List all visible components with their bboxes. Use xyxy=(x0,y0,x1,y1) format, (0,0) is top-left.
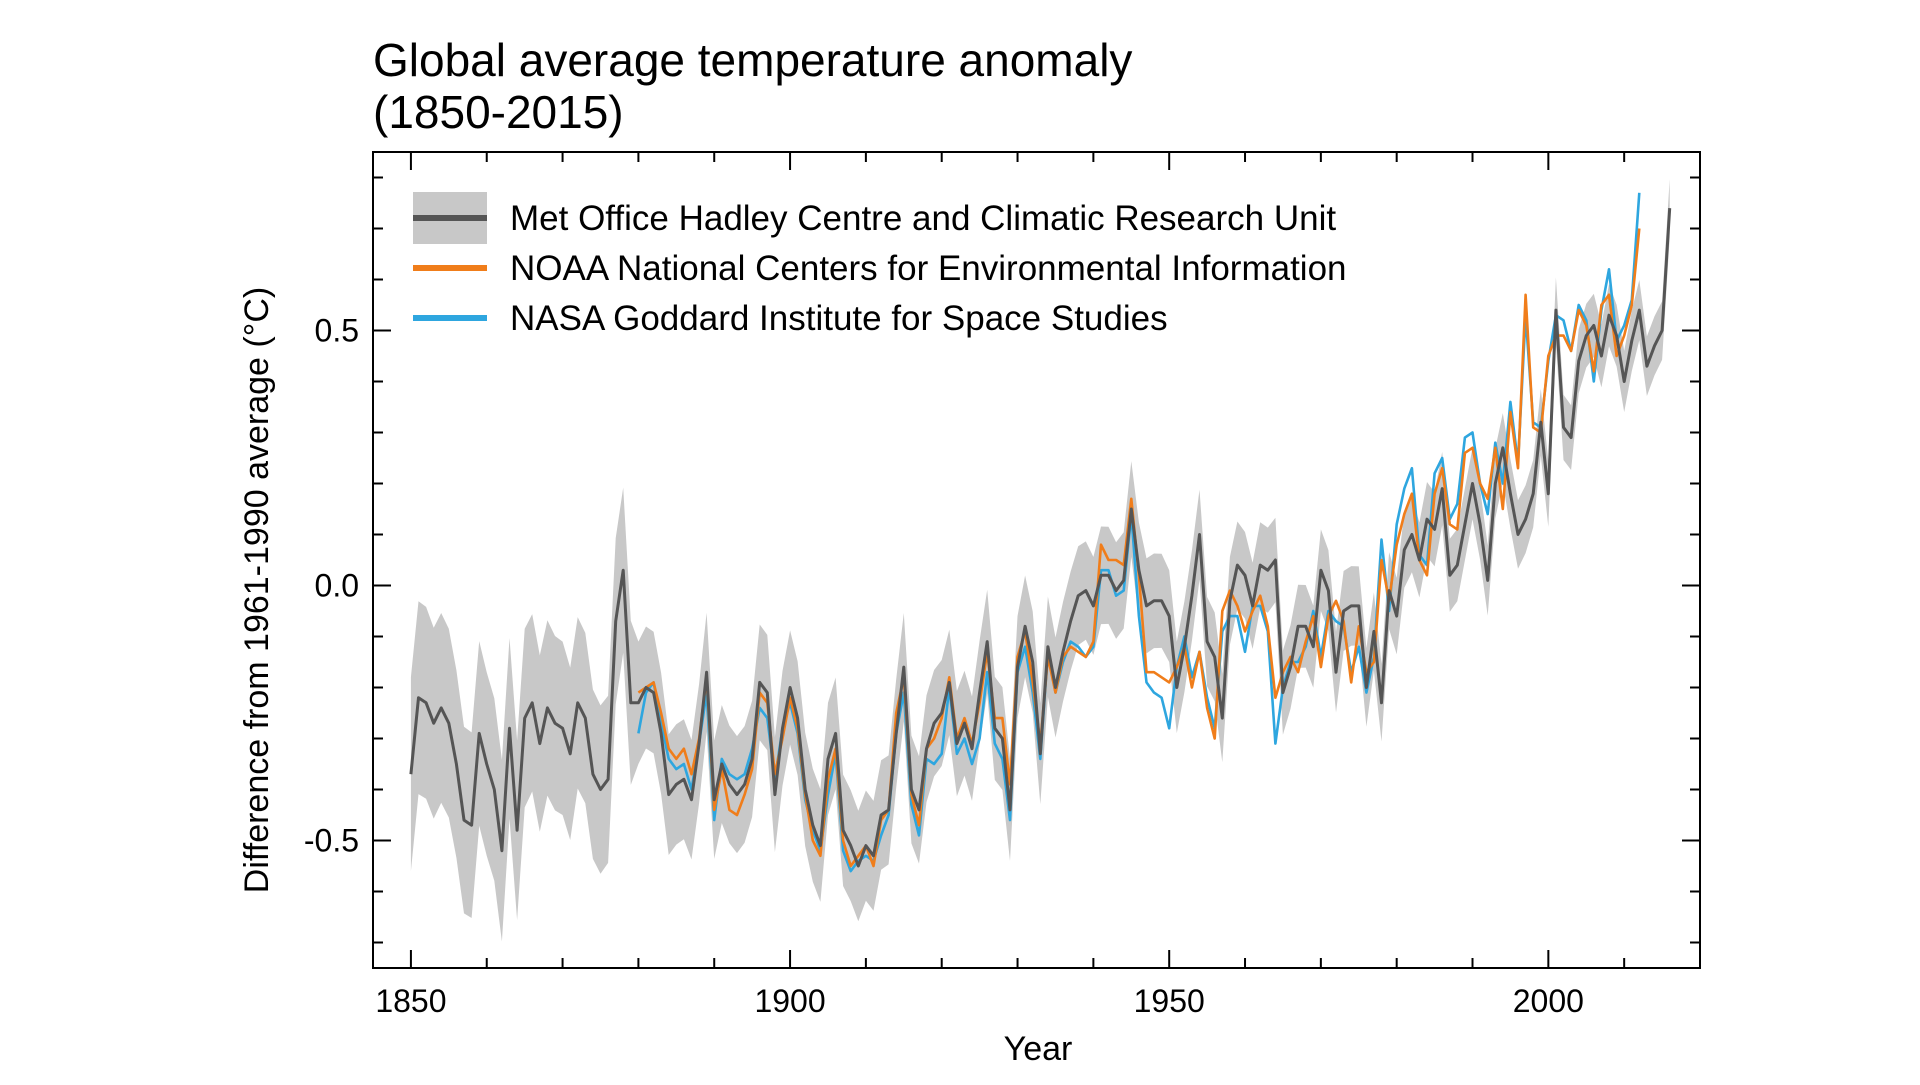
x-tick-label: 2000 xyxy=(1513,983,1584,1019)
legend: Met Office Hadley Centre and Climatic Re… xyxy=(413,192,1347,338)
plot-area xyxy=(409,179,1672,942)
x-tick-label: 1850 xyxy=(375,983,446,1019)
legend-label-nasa: NASA Goddard Institute for Space Studies xyxy=(510,299,1168,338)
y-tick-label: -0.5 xyxy=(304,823,359,859)
legend-label-noaa: NOAA National Centers for Environmental … xyxy=(510,249,1347,288)
data-layer xyxy=(409,179,1672,942)
legend-label-hadcrut: Met Office Hadley Centre and Climatic Re… xyxy=(510,199,1336,238)
chart-subtitle: (1850-2015) xyxy=(373,86,624,138)
y-axis-label: Difference from 1961-1990 average (°C) xyxy=(238,287,276,893)
x-tick-label: 1900 xyxy=(754,983,825,1019)
x-tick-label: 1950 xyxy=(1134,983,1205,1019)
uncertainty-band xyxy=(410,179,1670,942)
chart-title: Global average temperature anomaly xyxy=(373,34,1132,86)
y-tick-label: 0.5 xyxy=(315,313,359,349)
y-tick-label: 0.0 xyxy=(315,568,359,604)
x-axis-label: Year xyxy=(1004,1030,1073,1068)
plot-frame xyxy=(372,151,1701,969)
axes: 1850 1900 1950 2000 -0.5 0.0 0.5 xyxy=(304,151,1701,1019)
hadcrut-series-line xyxy=(409,208,1672,868)
